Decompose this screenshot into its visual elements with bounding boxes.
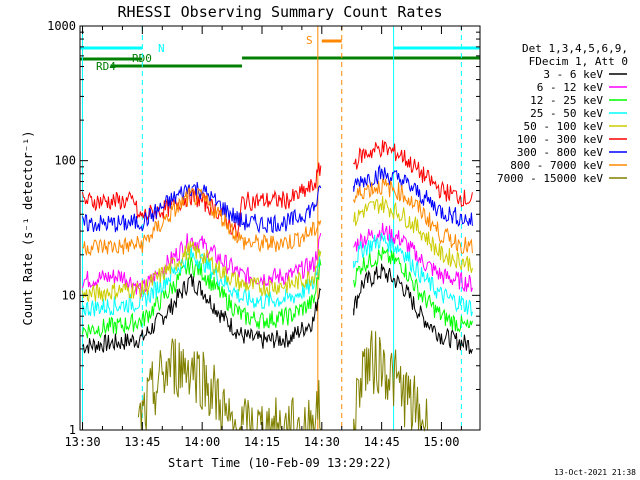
flag-bars: N RD0 RD4 S <box>80 34 480 73</box>
x-axis-label: Start Time (10-Feb-09 13:29:22) <box>168 456 392 470</box>
series-line-1 <box>82 223 473 297</box>
legend-header-0: Det 1,3,4,5,6,9, <box>522 42 628 55</box>
x-tick-label-5: 14:45 <box>364 435 400 449</box>
y-tick-label-0: 1 <box>69 423 76 437</box>
legend-label-4: 50 - 100 keV <box>524 120 604 133</box>
series-line-7 <box>82 178 473 256</box>
flag-label-3: S <box>306 34 313 47</box>
footer-date: 13-Oct-2021 21:38 <box>554 468 636 477</box>
series-group <box>82 140 473 432</box>
x-tick-label-0: 13:30 <box>64 435 100 449</box>
legend-header-1: FDecim 1, Att 0 <box>529 55 628 68</box>
x-axis: 13:30 13:45 14:00 14:15 14:30 14:45 15:00 <box>64 26 462 449</box>
legend-label-1: 6 - 12 keV <box>537 81 604 94</box>
y-axis-label: Count Rate (s⁻¹ detector⁻¹) <box>21 130 35 325</box>
legend-label-0: 3 - 6 keV <box>543 68 603 81</box>
y-tick-label-1: 10 <box>62 288 76 302</box>
x-tick-label-1: 13:45 <box>124 435 160 449</box>
vertical-markers <box>82 26 462 430</box>
series-line-2 <box>82 246 473 339</box>
y-tick-label-3: 1000 <box>47 19 76 33</box>
x-tick-label-3: 14:15 <box>244 435 280 449</box>
x-tick-label-4: 14:30 <box>304 435 340 449</box>
legend: Det 1,3,4,5,6,9,FDecim 1, Att 03 - 6 keV… <box>497 42 628 185</box>
legend-label-6: 300 - 800 keV <box>517 146 603 159</box>
y-axis: 1 10 100 1000 <box>47 19 480 437</box>
legend-label-7: 800 - 7000 keV <box>510 159 603 172</box>
y-tick-label-2: 100 <box>54 154 76 168</box>
series-line-5 <box>82 140 473 239</box>
legend-label-5: 100 - 300 keV <box>517 133 603 146</box>
plot-frame <box>79 25 481 431</box>
flag-label-2: RD4 <box>96 60 116 73</box>
series-line-4 <box>82 196 473 302</box>
series-line-8 <box>137 330 429 432</box>
chart-title: RHESSI Observing Summary Count Rates <box>117 3 442 21</box>
legend-label-3: 25 - 50 keV <box>530 107 603 120</box>
legend-label-8: 7000 - 15000 keV <box>497 172 603 185</box>
series-line-3 <box>82 232 473 317</box>
series-line-0 <box>82 263 473 355</box>
flag-label-1: RD0 <box>132 52 152 65</box>
x-tick-label-2: 14:00 <box>184 435 220 449</box>
x-tick-label-6: 15:00 <box>423 435 459 449</box>
legend-label-2: 12 - 25 keV <box>530 94 603 107</box>
flag-label-0: N <box>158 42 165 55</box>
